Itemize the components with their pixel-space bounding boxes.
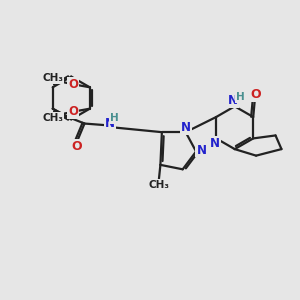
Text: N: N (210, 137, 220, 150)
Text: O: O (71, 140, 82, 153)
Text: O: O (68, 78, 78, 91)
Text: CH₃: CH₃ (42, 113, 63, 123)
Text: N: N (181, 121, 191, 134)
Text: N: N (196, 143, 206, 157)
Text: N: N (105, 117, 115, 130)
Text: CH₃: CH₃ (42, 73, 63, 83)
Text: H: H (236, 92, 245, 102)
Text: CH₃: CH₃ (148, 180, 170, 190)
Text: N: N (228, 94, 238, 107)
Text: O: O (250, 88, 261, 101)
Text: O: O (68, 105, 78, 118)
Text: H: H (110, 113, 118, 124)
